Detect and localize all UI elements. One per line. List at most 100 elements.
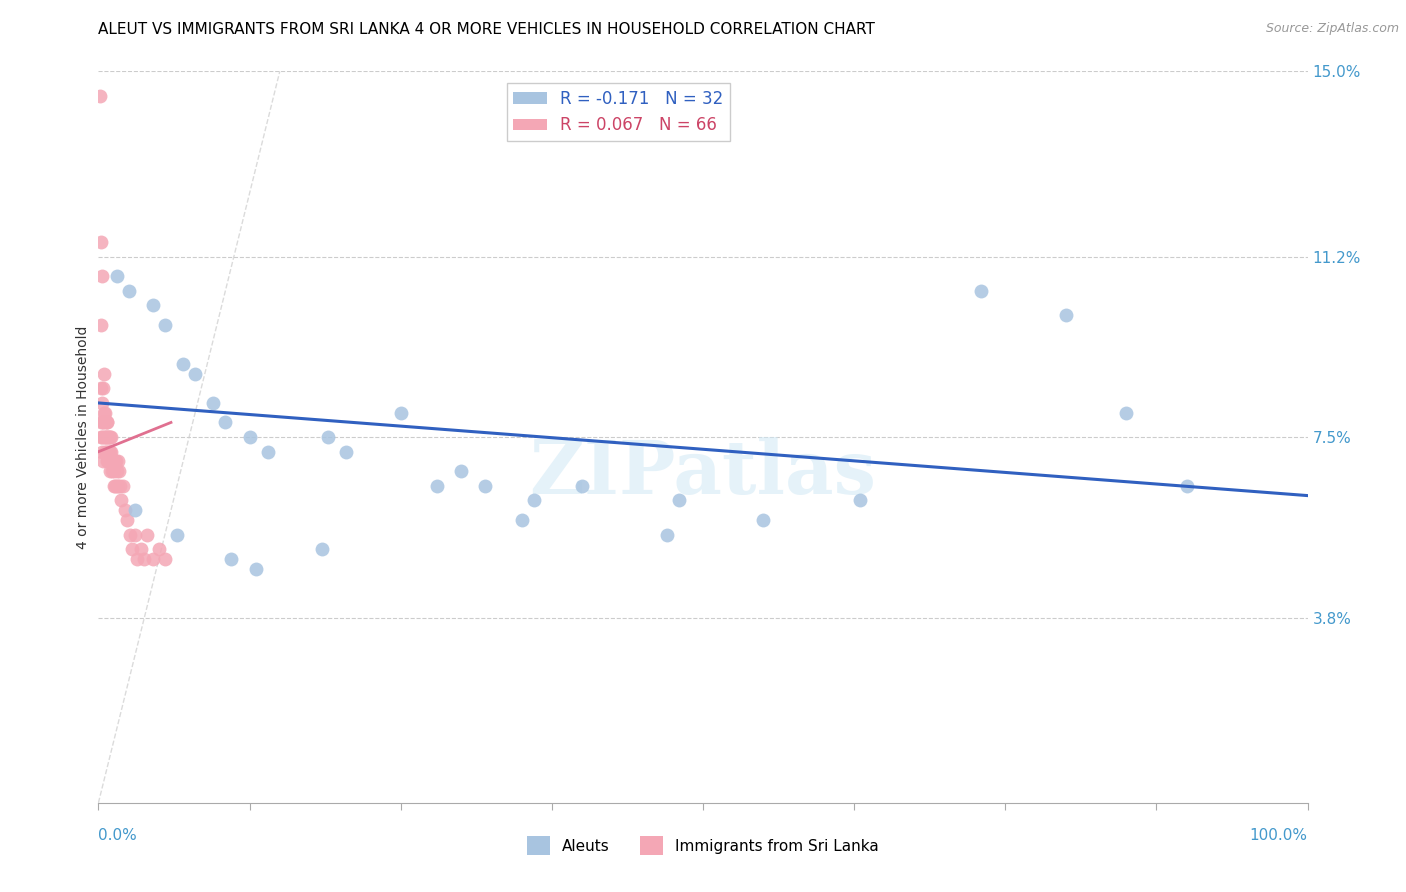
Text: 100.0%: 100.0%	[1250, 828, 1308, 843]
Point	[93, 444, 115, 458]
Point	[105, 269, 128, 284]
Point	[104, 479, 127, 493]
Point	[245, 562, 267, 576]
Point	[97, 430, 120, 444]
Point	[129, 542, 152, 557]
Point	[142, 552, 165, 566]
Text: ZIPatlas: ZIPatlas	[530, 437, 876, 510]
Point	[96, 444, 118, 458]
Point	[153, 552, 176, 566]
Point	[90, 416, 112, 430]
Point	[91, 430, 114, 444]
Point	[101, 464, 124, 478]
Point	[239, 430, 262, 444]
Point	[1115, 406, 1137, 420]
Point	[311, 542, 333, 557]
Point	[98, 444, 121, 458]
Point	[93, 406, 115, 420]
Point	[101, 454, 124, 468]
Point	[97, 444, 120, 458]
Point	[127, 552, 149, 566]
Point	[107, 479, 129, 493]
Point	[105, 479, 128, 493]
Point	[93, 416, 115, 430]
Point	[91, 416, 114, 430]
Point	[450, 464, 472, 478]
Point	[89, 88, 111, 103]
Point	[148, 542, 170, 557]
Point	[849, 493, 872, 508]
Point	[98, 430, 121, 444]
Point	[97, 430, 120, 444]
Point	[91, 454, 114, 468]
Point	[172, 357, 194, 371]
Point	[91, 381, 114, 395]
Point	[96, 416, 118, 430]
Text: ALEUT VS IMMIGRANTS FROM SRI LANKA 4 OR MORE VEHICLES IN HOUSEHOLD CORRELATION C: ALEUT VS IMMIGRANTS FROM SRI LANKA 4 OR …	[98, 22, 876, 37]
Point	[93, 430, 115, 444]
Point	[142, 298, 165, 312]
Point	[426, 479, 449, 493]
Point	[94, 430, 117, 444]
Point	[184, 367, 207, 381]
Point	[107, 454, 129, 468]
Point	[118, 527, 141, 541]
Point	[970, 284, 993, 298]
Point	[90, 318, 112, 332]
Point	[96, 416, 118, 430]
Point	[256, 444, 278, 458]
Point	[96, 430, 118, 444]
Point	[97, 454, 120, 468]
Point	[124, 527, 146, 541]
Point	[474, 479, 496, 493]
Point	[752, 513, 775, 527]
Point	[111, 479, 134, 493]
Y-axis label: 4 or more Vehicles in Household: 4 or more Vehicles in Household	[76, 326, 90, 549]
Point	[104, 454, 127, 468]
Point	[214, 416, 236, 430]
Legend: Aleuts, Immigrants from Sri Lanka: Aleuts, Immigrants from Sri Lanka	[520, 830, 886, 861]
Point	[104, 454, 127, 468]
Point	[94, 406, 117, 420]
Point	[221, 552, 243, 566]
Point	[108, 479, 131, 493]
Point	[135, 527, 157, 541]
Point	[100, 430, 122, 444]
Point	[93, 367, 115, 381]
Point	[100, 444, 122, 458]
Point	[1054, 308, 1077, 322]
Point	[91, 396, 114, 410]
Point	[103, 479, 125, 493]
Point	[98, 464, 121, 478]
Point	[98, 444, 121, 458]
Point	[523, 493, 546, 508]
Point	[108, 464, 131, 478]
Point	[571, 479, 593, 493]
Point	[114, 503, 136, 517]
Point	[98, 454, 121, 468]
Point	[335, 444, 357, 458]
Text: Source: ZipAtlas.com: Source: ZipAtlas.com	[1265, 22, 1399, 36]
Point	[134, 552, 156, 566]
Point	[103, 464, 125, 478]
Point	[124, 503, 146, 517]
Point	[90, 235, 112, 249]
Point	[1175, 479, 1198, 493]
Point	[100, 454, 122, 468]
Point	[153, 318, 176, 332]
Point	[90, 381, 112, 395]
Text: 0.0%: 0.0%	[98, 828, 138, 843]
Point	[316, 430, 339, 444]
Point	[202, 396, 225, 410]
Point	[90, 444, 112, 458]
Point	[105, 464, 128, 478]
Point	[91, 269, 114, 284]
Point	[668, 493, 690, 508]
Point	[121, 542, 143, 557]
Point	[389, 406, 412, 420]
Point	[166, 527, 188, 541]
Point	[94, 416, 117, 430]
Point	[655, 527, 678, 541]
Point	[510, 513, 533, 527]
Point	[117, 513, 139, 527]
